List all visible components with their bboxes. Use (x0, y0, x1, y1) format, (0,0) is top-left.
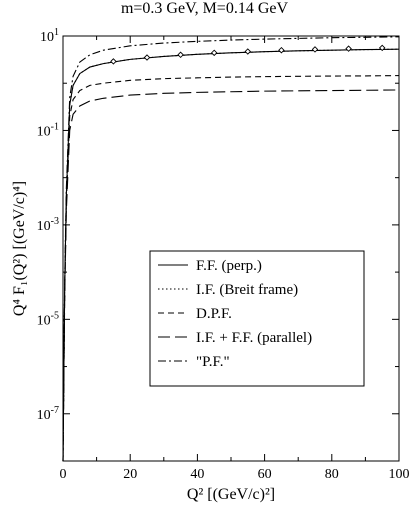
diamond-marker (345, 45, 352, 52)
diamond-marker (378, 44, 386, 52)
y-axis-label: Q⁴ F₁(Q²) [(GeV/c)⁴] (11, 181, 28, 316)
series-line-4 (62, 89, 400, 462)
plot-area-frame (62, 35, 400, 462)
x-tick-label: 0 (60, 467, 67, 482)
diamond-marker (143, 54, 151, 61)
y-tick-label: 10-3 (37, 216, 59, 234)
x-tick-label: 20 (123, 467, 137, 482)
legend-box (149, 250, 365, 387)
legend-label: F.F. (perp.) (196, 258, 262, 274)
y-tick-label: 10-1 (37, 121, 59, 139)
legend-label: I.F. (Breit frame) (196, 282, 298, 298)
chart-title: m=0.3 GeV, M=0.14 GeV (120, 0, 289, 17)
x-tick-label: 100 (389, 467, 409, 482)
diamond-marker (110, 58, 117, 65)
x-tick-label: 60 (258, 467, 272, 482)
diamond-marker (311, 46, 319, 53)
y-tick-label: 101 (40, 27, 59, 45)
legend-label: "P.F." (196, 354, 230, 370)
diamond-marker (278, 46, 285, 54)
diamond-marker (210, 49, 218, 57)
legend-label: I.F. + F.F. (parallel) (196, 330, 312, 346)
x-tick-label: 40 (190, 467, 204, 482)
diamond-marker (177, 51, 184, 59)
diamond-marker (244, 48, 252, 55)
x-tick-label: 80 (325, 467, 339, 482)
legend-label: D.P.F. (196, 306, 232, 322)
y-tick-label: 10-7 (37, 405, 59, 423)
series-line-5 (62, 36, 400, 462)
series-line-3 (62, 75, 400, 462)
y-tick-label: 10-5 (37, 310, 59, 328)
x-axis-label: Q² [(GeV/c)²] (187, 486, 275, 503)
